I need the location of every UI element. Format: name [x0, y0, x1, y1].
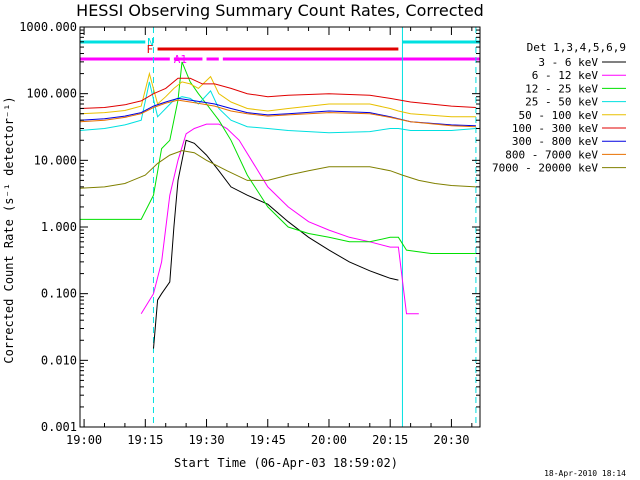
x-tick-label-6: 20:30 [433, 433, 469, 447]
flag-label-a1: A1 [174, 53, 187, 66]
flag-bars: NF A1 [80, 36, 480, 66]
series-line-1 [140, 123, 419, 315]
generation-timestamp: 18-Apr-2010 18:14 [544, 469, 626, 478]
series-line-8 [79, 150, 476, 189]
legend-label-5: 100 - 300 keV [512, 122, 598, 135]
y-tick-label-3: 1.000 [41, 220, 77, 234]
plot-frame [79, 26, 481, 428]
marker-lines [152, 27, 477, 427]
x-tick-label-5: 20:15 [372, 433, 408, 447]
y-tick-label-1: 100.000 [26, 87, 77, 101]
y-tick-label-6: 0.001 [41, 420, 77, 434]
x-tick-label-4: 20:00 [311, 433, 347, 447]
legend-label-4: 50 - 100 keV [519, 109, 599, 122]
legend-label-2: 12 - 25 keV [525, 82, 598, 95]
series-line-0 [153, 139, 399, 349]
legend-label-0: 3 - 6 keV [538, 56, 598, 69]
y-tick-label-4: 0.100 [41, 287, 77, 301]
series-line-4 [79, 71, 476, 118]
series-lines [79, 61, 476, 349]
y-axis-label: Corrected Count Rate (s⁻¹ detector⁻¹) [2, 96, 16, 363]
series-line-2 [80, 61, 476, 254]
x-tick-label-0: 19:00 [66, 433, 102, 447]
series-line-5 [79, 77, 476, 109]
x-tick-label-1: 19:15 [127, 433, 163, 447]
axis-ticks: 1000.000 100.000 10.000 1.000 0.100 0.010 0.00… [19, 20, 480, 447]
legend-title: Det 1,3,4,5,6,9 [527, 41, 626, 54]
series-line-6 [79, 97, 476, 127]
flag-label-f: F [147, 43, 154, 56]
legend-label-6: 300 - 800 keV [512, 135, 598, 148]
flag-label-n: N [147, 36, 154, 49]
legend-label-7: 800 - 7000 keV [505, 148, 598, 161]
chart-title: HESSI Observing Summary Count Rates, Cor… [76, 1, 484, 20]
series-line-3 [79, 81, 476, 134]
x-axis-label: Start Time (06-Apr-03 18:59:02) [174, 456, 398, 470]
series-line-7 [79, 99, 476, 128]
legend-label-1: 6 - 12 keV [532, 69, 599, 82]
legend-label-3: 25 - 50 keV [525, 96, 598, 109]
y-tick-label-2: 10.000 [34, 153, 77, 167]
y-tick-label-0: 1000.000 [19, 20, 77, 34]
legend-label-8: 7000 - 20000 keV [492, 162, 598, 175]
y-tick-label-5: 0.010 [41, 353, 77, 367]
x-tick-label-3: 19:45 [250, 433, 286, 447]
x-tick-label-2: 19:30 [188, 433, 224, 447]
